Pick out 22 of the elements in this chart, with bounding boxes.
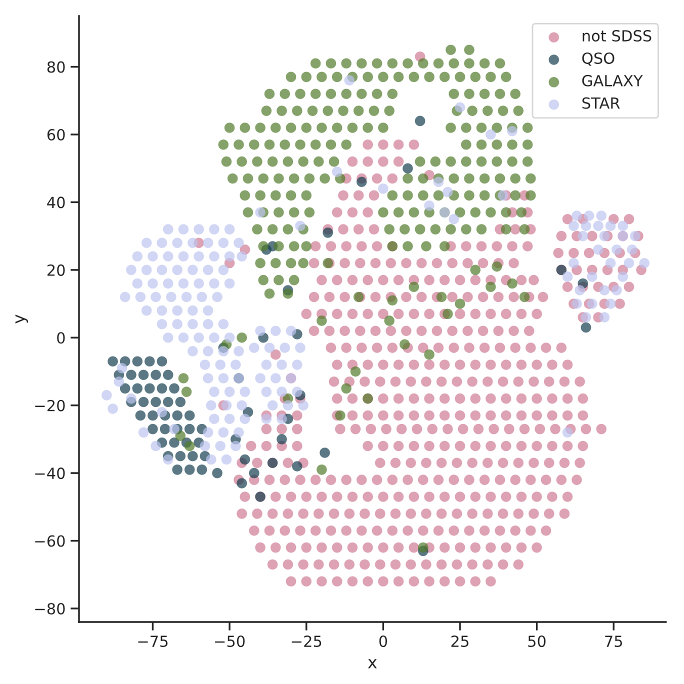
y-tick-label: 20 xyxy=(47,264,65,276)
y-tick-label: 60 xyxy=(47,128,65,141)
y-tick-label: 0 xyxy=(57,332,65,344)
legend-label: GALAXY xyxy=(582,74,643,86)
x-tick-label: −25 xyxy=(292,635,322,648)
legend-label: QSO xyxy=(582,52,614,66)
y-tick-label: 40 xyxy=(47,196,65,208)
x-tick-label: −75 xyxy=(138,636,168,648)
y-tick-label: −80 xyxy=(35,602,65,615)
x-tick-label: 0 xyxy=(379,635,388,648)
x-tick-label: 25 xyxy=(451,635,468,648)
y-tick-label: 80 xyxy=(47,61,65,73)
x-axis-title: x xyxy=(368,659,377,668)
y-tick-label: −20 xyxy=(35,400,65,412)
x-tick-label: 75 xyxy=(605,636,622,648)
y-tick-label: −40 xyxy=(35,468,65,480)
legend-label: STAR xyxy=(582,97,620,109)
x-tick-label: 50 xyxy=(528,635,546,648)
y-axis-title: y xyxy=(15,314,28,324)
y-tick-label: −60 xyxy=(35,535,65,547)
x-tick-label: −50 xyxy=(215,635,245,648)
legend-label: not SDSS xyxy=(582,30,652,42)
